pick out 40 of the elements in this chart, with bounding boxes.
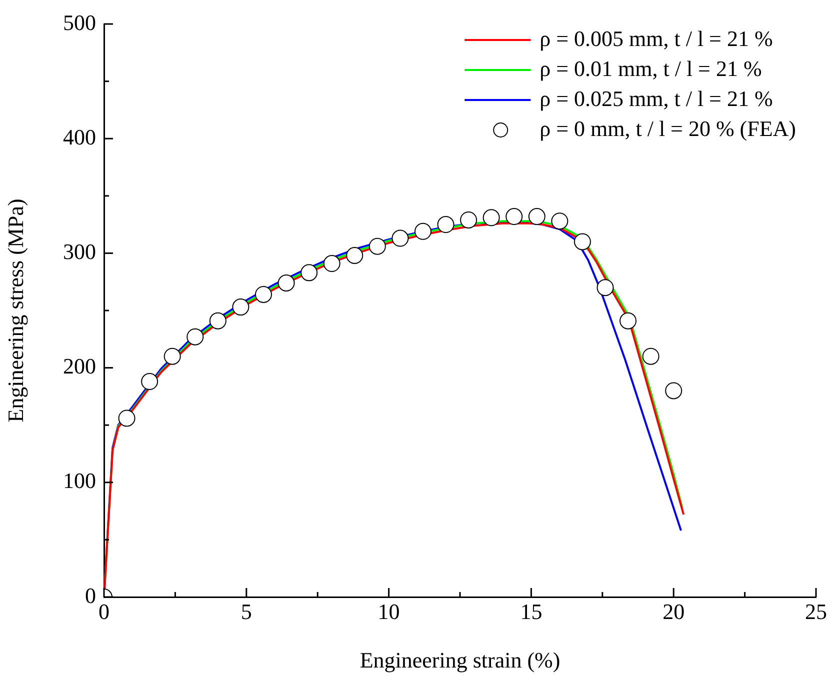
point <box>620 312 637 330</box>
point <box>414 222 432 240</box>
point <box>574 233 591 250</box>
point <box>164 348 181 365</box>
x-axis-title: Engineering strain (%) <box>360 648 560 673</box>
point <box>300 264 318 282</box>
x-tick-label: 15 <box>520 598 542 624</box>
legend-label: ρ = 0.005 mm, t / l = 21 % <box>540 26 773 51</box>
point <box>506 208 523 226</box>
legend-label: ρ = 0.025 mm, t / l = 21 % <box>540 86 773 111</box>
x-tick-label: 20 <box>662 598 685 624</box>
point <box>254 286 272 303</box>
point <box>278 274 295 292</box>
legend-label: ρ = 0.01 mm, t / l = 21 % <box>540 56 762 81</box>
y-tick-label: 200 <box>63 354 96 379</box>
legend-label: ρ = 0 mm, t / l = 20 % (FEA) <box>540 116 796 141</box>
y-axis-title: Engineering stress (MPa) <box>2 198 28 422</box>
point <box>460 211 478 228</box>
point <box>368 238 386 255</box>
point <box>437 216 454 234</box>
y-tick-label: 100 <box>63 468 96 494</box>
y-tick-label: 500 <box>63 10 96 35</box>
point <box>346 246 364 264</box>
point <box>551 212 568 230</box>
point <box>482 209 500 226</box>
x-tick-label: 10 <box>378 598 400 624</box>
point <box>323 255 340 272</box>
point <box>141 373 158 390</box>
point <box>596 279 614 296</box>
y-tick-label: 300 <box>63 238 96 264</box>
point <box>232 298 250 316</box>
point <box>118 410 136 427</box>
point <box>186 328 204 346</box>
point <box>392 230 409 247</box>
point <box>209 312 226 330</box>
point <box>528 208 546 226</box>
y-tick-label: 0 <box>85 582 96 608</box>
x-tick-label: 25 <box>805 598 827 624</box>
x-tick-label: 5 <box>240 598 252 624</box>
y-tick-label: 400 <box>63 124 96 150</box>
